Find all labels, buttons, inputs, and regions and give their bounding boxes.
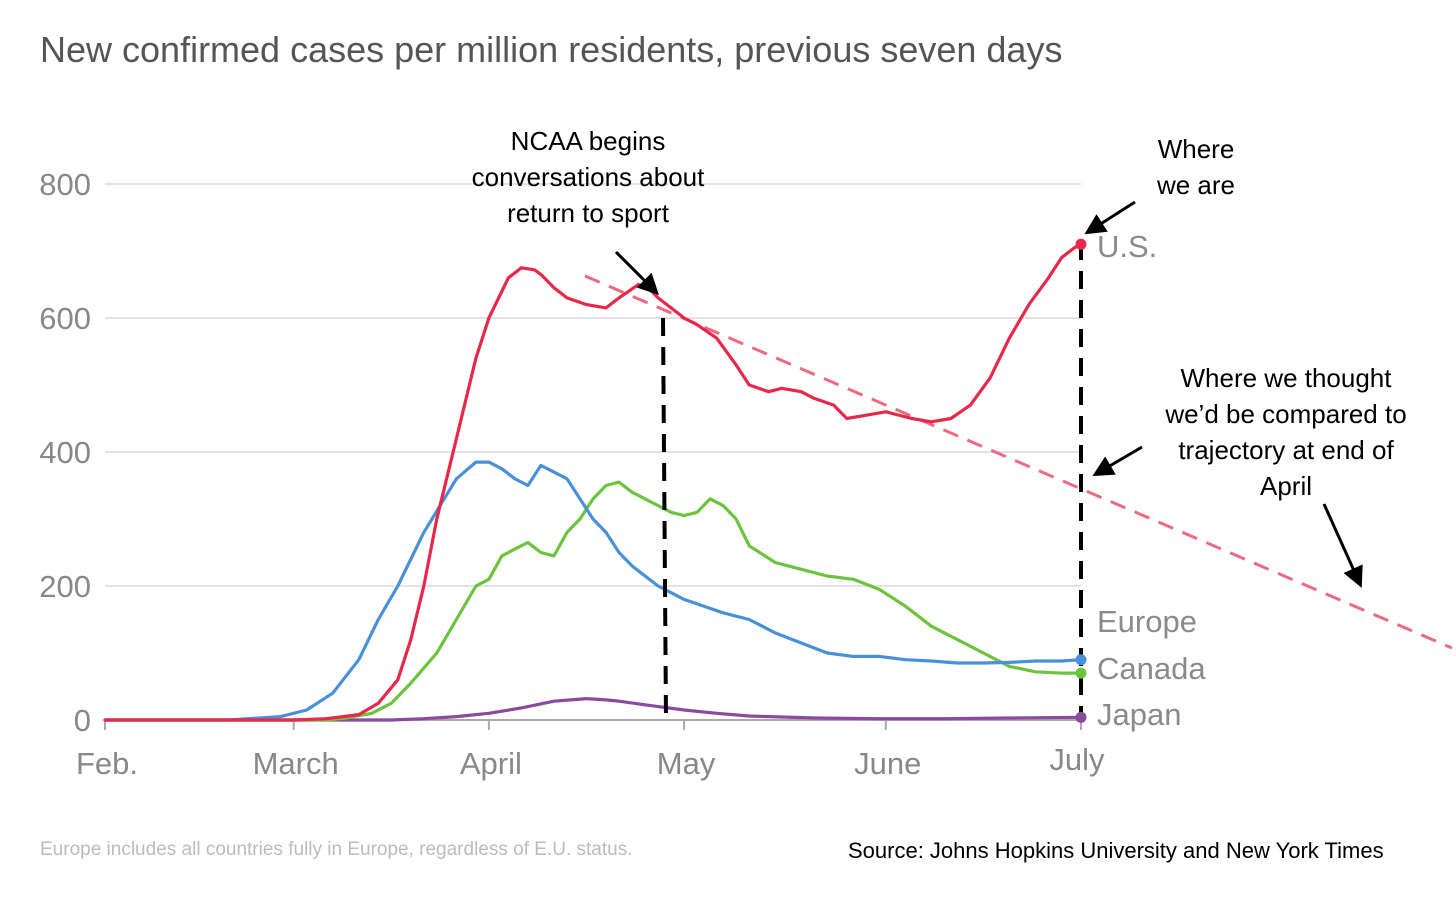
footnote: Europe includes all countries fully in E… bbox=[40, 839, 632, 860]
japan-line bbox=[103, 697, 1083, 722]
europe-line bbox=[103, 460, 1083, 722]
annotation-where-we-thought-line-3: trajectory at end of bbox=[1178, 435, 1394, 465]
annotation-where-we-are-arrow bbox=[1084, 200, 1136, 235]
x-tick-label: March bbox=[253, 746, 339, 781]
annotation-where-we-thought-line-2: we’d be compared to bbox=[1164, 399, 1406, 429]
series-label-europe: Europe bbox=[1097, 604, 1197, 639]
chart-title: New confirmed cases per million resident… bbox=[40, 29, 1062, 70]
annotation-where-we-thought: Where we thought we’d be compared to tra… bbox=[1092, 363, 1407, 588]
canada-line bbox=[103, 480, 1083, 722]
grid bbox=[105, 183, 1081, 721]
series-endpoints bbox=[1075, 238, 1087, 723]
japan-endpoint bbox=[1075, 711, 1087, 723]
annotation-ncaa-arrow bbox=[614, 250, 659, 295]
y-tick-label: 400 bbox=[39, 435, 91, 470]
us-line bbox=[103, 242, 1083, 722]
annotation-where-we-are: Where we are bbox=[1084, 134, 1235, 235]
x-tick-label: June bbox=[854, 746, 921, 781]
annotation-where-we-thought-arrow-down bbox=[1322, 503, 1363, 588]
x-tick-label: May bbox=[657, 746, 716, 781]
annotation-where-we-thought-line-4: April bbox=[1260, 471, 1312, 501]
series-label-us: U.S. bbox=[1097, 229, 1157, 264]
x-axis: Feb. March April May June July bbox=[76, 720, 1105, 781]
annotation-where-we-are-line-1: Where bbox=[1158, 134, 1235, 164]
x-tick-label: April bbox=[460, 746, 522, 781]
annotation-ncaa-line-1: NCAA begins bbox=[511, 126, 666, 156]
annotation-ncaa: NCAA begins conversations about return t… bbox=[472, 126, 705, 295]
ncaa-marker-line bbox=[661, 317, 668, 721]
y-tick-label: 600 bbox=[39, 301, 91, 336]
annotation-where-we-thought-line-1: Where we thought bbox=[1180, 363, 1392, 393]
y-axis: 0 200 400 600 800 bbox=[39, 167, 91, 738]
annotation-ncaa-line-3: return to sport bbox=[507, 198, 670, 228]
series-layer bbox=[103, 242, 1083, 722]
europe-endpoint bbox=[1075, 654, 1087, 666]
annotation-where-we-are-line-2: we are bbox=[1156, 170, 1235, 200]
annotation-where-we-thought-arrow-left bbox=[1092, 445, 1143, 477]
series-label-japan: Japan bbox=[1097, 697, 1181, 732]
trend-line bbox=[584, 274, 1453, 650]
us-endpoint bbox=[1075, 238, 1087, 250]
y-tick-label: 200 bbox=[39, 569, 91, 604]
x-tick-label: July bbox=[1049, 742, 1105, 777]
annotation-ncaa-line-2: conversations about bbox=[472, 162, 705, 192]
series-label-canada: Canada bbox=[1097, 651, 1206, 686]
x-tick-label: Feb. bbox=[76, 746, 138, 781]
canada-endpoint bbox=[1075, 667, 1087, 679]
y-tick-label: 0 bbox=[74, 703, 91, 738]
y-tick-label: 800 bbox=[39, 167, 91, 202]
source-credit: Source: Johns Hopkins University and New… bbox=[848, 838, 1384, 863]
